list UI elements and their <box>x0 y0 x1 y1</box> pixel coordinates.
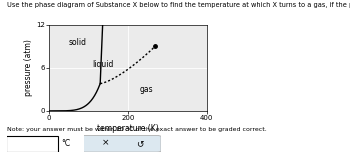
Text: liquid: liquid <box>92 60 114 69</box>
X-axis label: temperature (K): temperature (K) <box>97 124 159 133</box>
Text: °C: °C <box>61 139 70 148</box>
Text: ×: × <box>102 139 109 148</box>
Text: Note: your answer must be within 20 °C of the exact answer to be graded correct.: Note: your answer must be within 20 °C o… <box>7 127 267 132</box>
Text: solid: solid <box>69 38 87 47</box>
Y-axis label: pressure (atm): pressure (atm) <box>24 39 33 96</box>
Text: gas: gas <box>140 85 153 94</box>
FancyBboxPatch shape <box>81 136 161 152</box>
Text: Use the phase diagram of Substance X below to find the temperature at which X tu: Use the phase diagram of Substance X bel… <box>7 2 350 8</box>
Text: ↺: ↺ <box>136 139 143 148</box>
FancyBboxPatch shape <box>6 136 58 152</box>
